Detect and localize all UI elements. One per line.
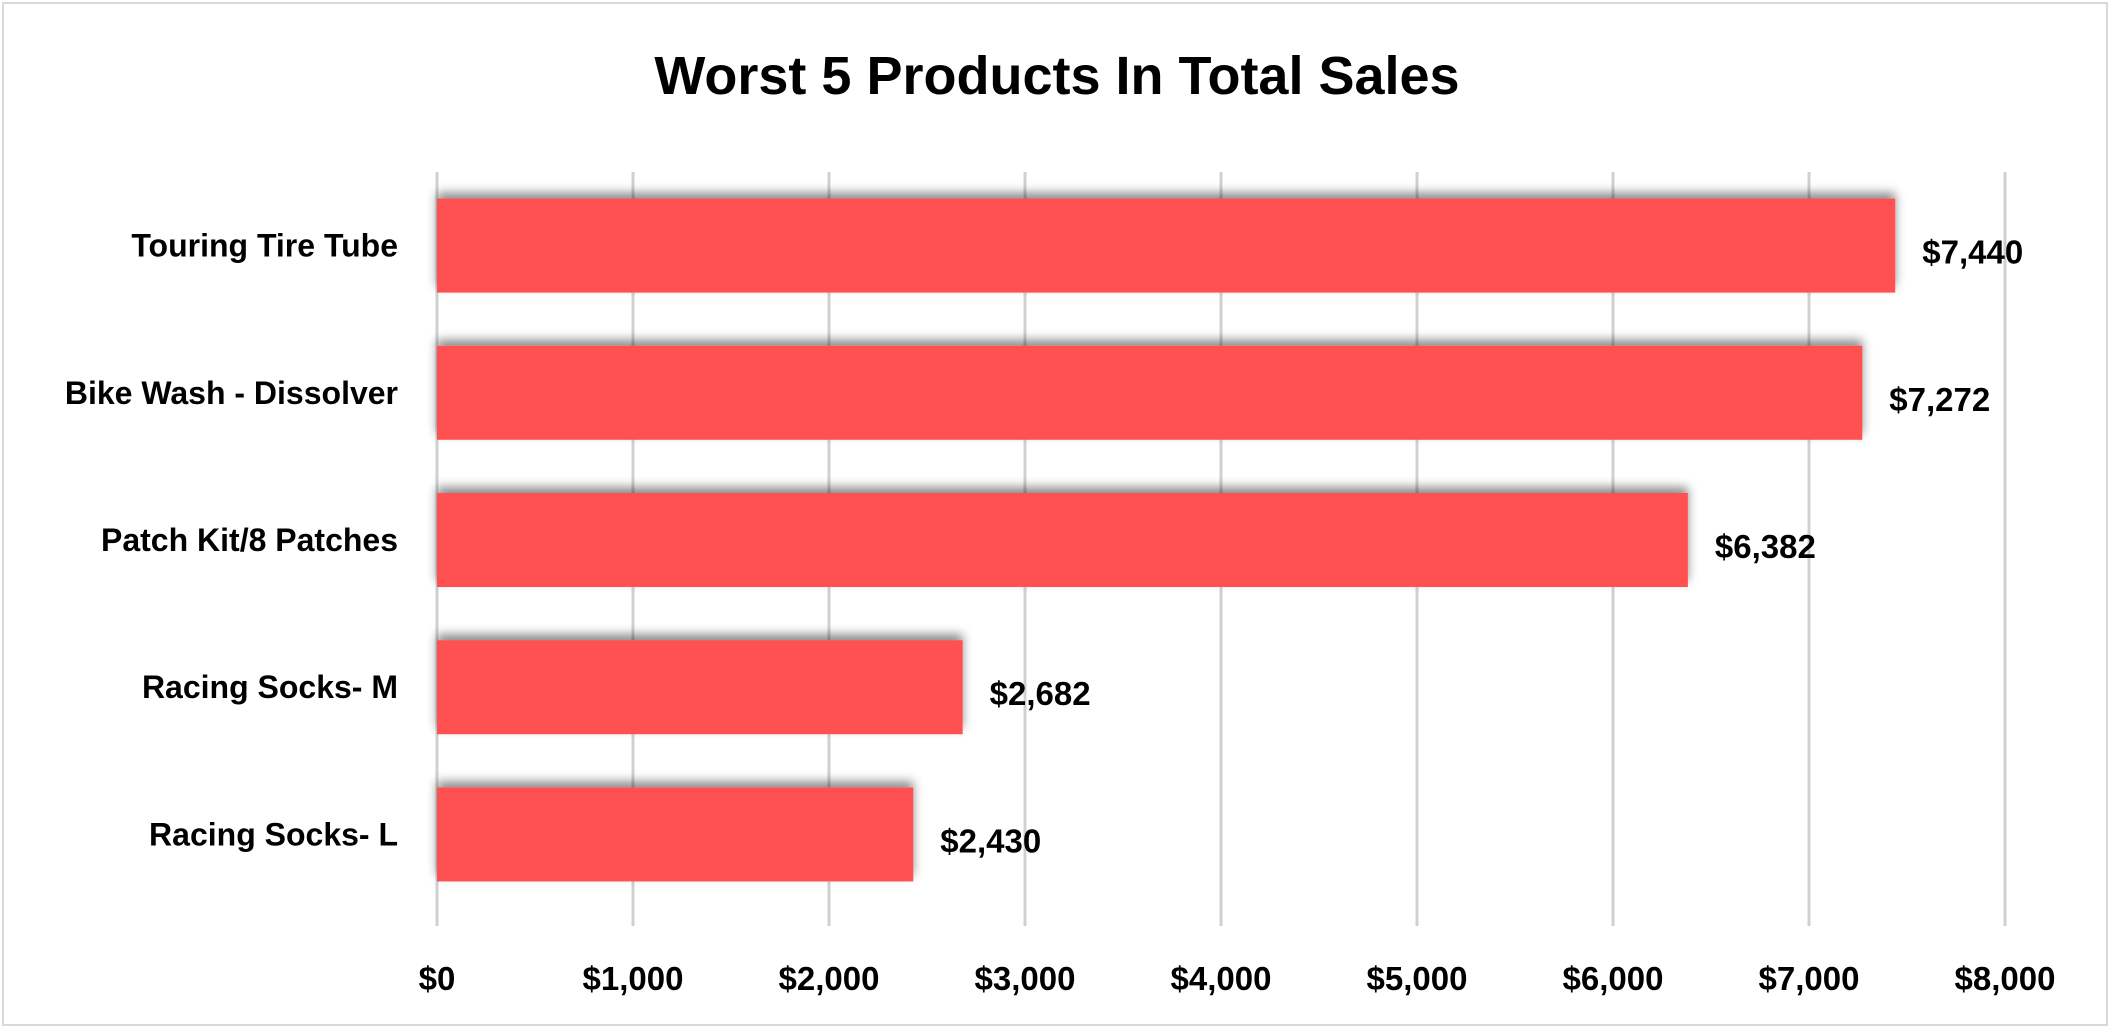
bar xyxy=(437,198,1896,293)
labels: $0 $1,000 $2,000 $3,000 $4,000 $5,000 $6,000 $7… xyxy=(65,228,2056,997)
category-label: Racing Socks- M xyxy=(142,669,398,705)
category-label: Bike Wash - Dissolver xyxy=(65,375,398,411)
x-tick-label: $8,000 xyxy=(1955,960,2056,997)
x-tick-label: $7,000 xyxy=(1759,960,1860,997)
data-label: $6,382 xyxy=(1715,528,1816,565)
bar xyxy=(437,345,1863,440)
bar xyxy=(437,787,914,882)
bar xyxy=(437,493,1688,587)
chart-title: Worst 5 Products In Total Sales xyxy=(654,46,1459,106)
x-tick-label: $0 xyxy=(419,960,456,997)
x-tick-label: $5,000 xyxy=(1367,960,1468,997)
x-tick-label: $6,000 xyxy=(1563,960,1664,997)
x-tick-label: $3,000 xyxy=(975,960,1076,997)
data-label: $2,682 xyxy=(990,675,1091,712)
category-label: Touring Tire Tube xyxy=(131,228,398,264)
x-tick-label: $1,000 xyxy=(583,960,684,997)
x-tick-label: $2,000 xyxy=(779,960,880,997)
category-label: Racing Socks- L xyxy=(149,816,398,852)
data-label: $7,440 xyxy=(1922,234,2023,271)
data-label: $2,430 xyxy=(940,822,1041,859)
x-tick-label: $4,000 xyxy=(1171,960,1272,997)
bar xyxy=(437,640,963,735)
category-label: Patch Kit/8 Patches xyxy=(101,522,398,558)
data-label: $7,272 xyxy=(1889,381,1990,418)
bars xyxy=(437,198,1896,882)
